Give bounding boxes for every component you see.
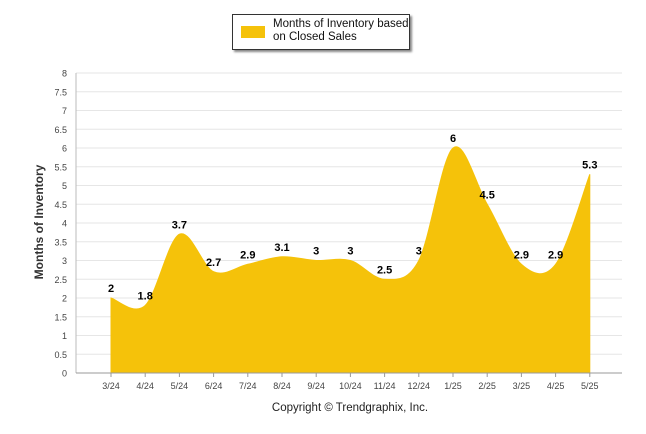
legend-label-line-1: Months of Inventory based xyxy=(273,18,409,30)
y-tick-label: 4 xyxy=(62,219,67,229)
y-tick-label: 7.5 xyxy=(54,87,67,97)
y-tick-label: 3 xyxy=(62,256,67,266)
series-area xyxy=(110,146,591,374)
y-tick-label: 5.5 xyxy=(54,162,67,172)
series-area-path xyxy=(110,146,591,374)
x-tick-label: 3/24 xyxy=(102,381,120,391)
data-label: 2 xyxy=(108,283,114,295)
x-tick-label: 9/24 xyxy=(307,381,325,391)
y-tick-label: 6 xyxy=(62,144,67,154)
y-tick-label: 6.5 xyxy=(54,125,67,135)
legend-swatch xyxy=(241,26,265,38)
x-tick-label: 11/24 xyxy=(374,381,396,391)
x-tick-label: 10/24 xyxy=(339,381,362,391)
data-label: 3 xyxy=(416,246,422,258)
legend-label: Months of Inventory based on Closed Sale… xyxy=(273,18,409,44)
y-tick-label: 7 xyxy=(62,106,67,116)
legend-label-line-2: on Closed Sales xyxy=(273,31,357,43)
data-label: 5.3 xyxy=(582,159,597,171)
x-axis: 3/24 4/24 5/24 6/24 7/24 8/24 9/24 10/24 11/24 12… xyxy=(76,372,622,391)
y-axis: 0 0.5 1 1.5 2 2.5 3 3.5 4 4.5 5 5.5 6 6.5 7 7.5 8 xyxy=(54,69,77,379)
y-tick-label: 0.5 xyxy=(54,350,67,360)
x-tick-label: 5/24 xyxy=(171,381,189,391)
y-tick-label: 3.5 xyxy=(54,237,67,247)
y-tick-label: 2 xyxy=(62,294,67,304)
data-label: 2.9 xyxy=(514,249,529,261)
data-label: 3.1 xyxy=(274,242,289,254)
data-label: 1.8 xyxy=(138,291,153,303)
y-tick-label: 0 xyxy=(62,369,67,379)
x-tick-label: 5/25 xyxy=(581,381,599,391)
data-label: 6 xyxy=(450,133,456,145)
x-tick-label: 2/25 xyxy=(478,381,496,391)
y-tick-label: 1 xyxy=(62,331,67,341)
y-tick-label: 5 xyxy=(62,181,67,191)
x-tick-label: 1/25 xyxy=(444,381,462,391)
data-labels: 2 1.8 3.7 2.7 2.9 3.1 3 3 2.5 3 6 4.5 2.9 2.9 5.3 xyxy=(108,133,598,303)
data-label: 2.9 xyxy=(548,249,563,261)
x-tick-label: 4/24 xyxy=(136,381,154,391)
data-label: 3 xyxy=(347,246,353,258)
x-tick-label: 3/25 xyxy=(513,381,531,391)
x-tick-label: 8/24 xyxy=(273,381,291,391)
y-tick-label: 4.5 xyxy=(54,200,67,210)
x-tick-label: 4/25 xyxy=(547,381,565,391)
y-tick-label: 1.5 xyxy=(54,312,67,322)
data-label: 3.7 xyxy=(172,219,187,231)
x-tick-label: 6/24 xyxy=(205,381,223,391)
x-tick-label: 12/24 xyxy=(408,381,431,391)
data-label: 2.5 xyxy=(377,264,392,276)
data-label: 2.7 xyxy=(206,257,221,269)
y-tick-label: 8 xyxy=(62,69,67,79)
copyright-text: Copyright © Trendgraphix, Inc. xyxy=(271,402,429,414)
y-tick-label: 2.5 xyxy=(54,275,67,285)
data-label: 4.5 xyxy=(480,189,495,201)
data-label: 2.9 xyxy=(240,249,255,261)
x-tick-label: 7/24 xyxy=(239,381,257,391)
y-axis-title: Months of Inventory xyxy=(32,164,46,279)
legend: Months of Inventory based on Closed Sale… xyxy=(232,14,410,50)
data-label: 3 xyxy=(313,246,319,258)
